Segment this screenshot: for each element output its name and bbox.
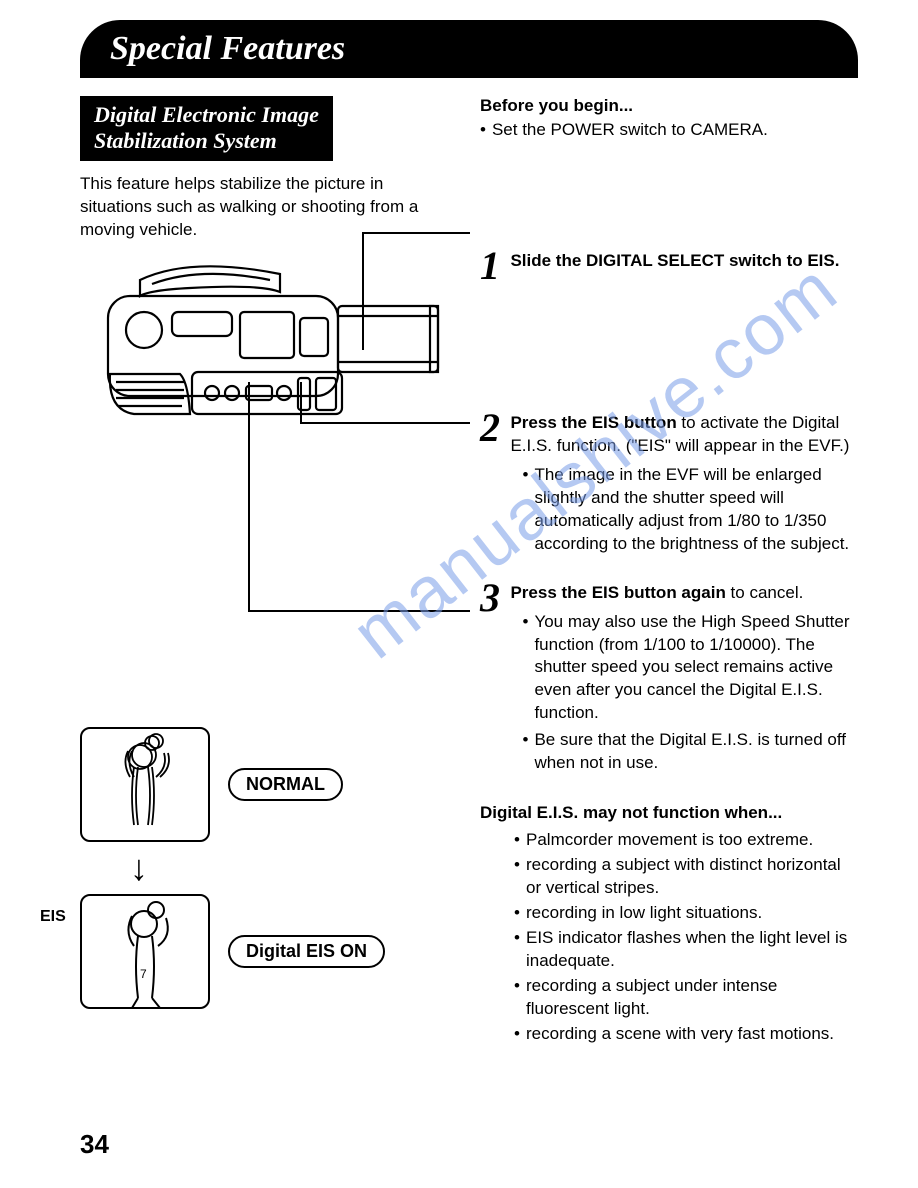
subheader-line1: Digital Electronic Image <box>94 102 319 128</box>
step-1-lead: Slide the DIGITAL SELECT switch to EIS. <box>510 251 839 270</box>
step-2-lead: Press the EIS button <box>510 413 676 432</box>
step-1-number: 1 <box>480 250 500 282</box>
camcorder-illustration <box>80 262 440 442</box>
notfunc-list: Palmcorder movement is too extreme. reco… <box>480 829 858 1045</box>
before-bullet-text: Set the POWER switch to CAMERA. <box>492 120 768 140</box>
right-column: Before you begin... • Set the POWER swit… <box>480 96 858 1048</box>
callout-line-2h <box>300 422 470 424</box>
normal-thumbnail <box>80 727 210 842</box>
step-2-number: 2 <box>480 412 500 444</box>
callout-line-3v <box>248 382 250 610</box>
step-3: 3 Press the EIS button again to cancel. … <box>480 582 858 780</box>
main-content: Digital Electronic Image Stabilization S… <box>80 96 858 1048</box>
notfunc-item-1: recording a subject with distinct horizo… <box>514 854 858 900</box>
subheader-line2: Stabilization System <box>94 128 319 154</box>
notfunc-item-2: recording in low light situations. <box>514 902 858 925</box>
page-title: Special Features <box>110 30 828 68</box>
normal-pill: NORMAL <box>228 768 343 801</box>
step-3-lead: Press the EIS button again <box>510 583 725 602</box>
arrow-down-icon: ↓ <box>130 850 450 886</box>
eis-row: EIS 7 <box>80 894 450 1009</box>
notfunc-item-3: EIS indicator flashes when the light lev… <box>514 927 858 973</box>
before-title: Before you begin... <box>480 96 858 116</box>
callout-line-1h <box>362 232 470 234</box>
page-number: 34 <box>80 1129 109 1160</box>
callout-line-3h <box>248 610 470 612</box>
step-2-body: Press the EIS button to activate the Dig… <box>510 412 850 560</box>
section-subheader: Digital Electronic Image Stabilization S… <box>80 96 333 161</box>
comparison-block: NORMAL ↓ EIS <box>80 727 450 1009</box>
eis-thumbnail: EIS 7 <box>80 894 210 1009</box>
eis-label: EIS <box>40 908 66 926</box>
callout-line-1v <box>362 232 364 350</box>
step-3-number: 3 <box>480 582 500 614</box>
notfunc-item-4: recording a subject under intense fluore… <box>514 975 858 1021</box>
callout-line-2v <box>300 382 302 422</box>
step-3-bullet-1: Be sure that the Digital E.I.S. is turne… <box>522 729 850 775</box>
step-3-tail: to cancel. <box>726 583 804 602</box>
before-bullet: • Set the POWER switch to CAMERA. <box>480 120 858 140</box>
page-header: Special Features <box>80 20 858 78</box>
step-1-body: Slide the DIGITAL SELECT switch to EIS. <box>510 250 850 273</box>
svg-text:7: 7 <box>140 967 147 981</box>
normal-row: NORMAL <box>80 727 450 842</box>
notfunc-item-5: recording a scene with very fast motions… <box>514 1023 858 1046</box>
notfunc-title: Digital E.I.S. may not function when... <box>480 803 858 823</box>
step-3-bullet-0: You may also use the High Speed Shutter … <box>522 611 850 726</box>
step-2: 2 Press the EIS button to activate the D… <box>480 412 858 560</box>
step-2-bullet-0: The image in the EVF will be enlarged sl… <box>522 464 850 556</box>
left-column: Digital Electronic Image Stabilization S… <box>80 96 450 1048</box>
step-3-bullets: You may also use the High Speed Shutter … <box>510 611 850 776</box>
eis-on-pill: Digital EIS ON <box>228 935 385 968</box>
step-3-body: Press the EIS button again to cancel. Yo… <box>510 582 850 780</box>
bullet-dot: • <box>480 120 486 140</box>
step-1: 1 Slide the DIGITAL SELECT switch to EIS… <box>480 250 858 282</box>
step-2-bullets: The image in the EVF will be enlarged sl… <box>510 464 850 556</box>
notfunc-item-0: Palmcorder movement is too extreme. <box>514 829 858 852</box>
